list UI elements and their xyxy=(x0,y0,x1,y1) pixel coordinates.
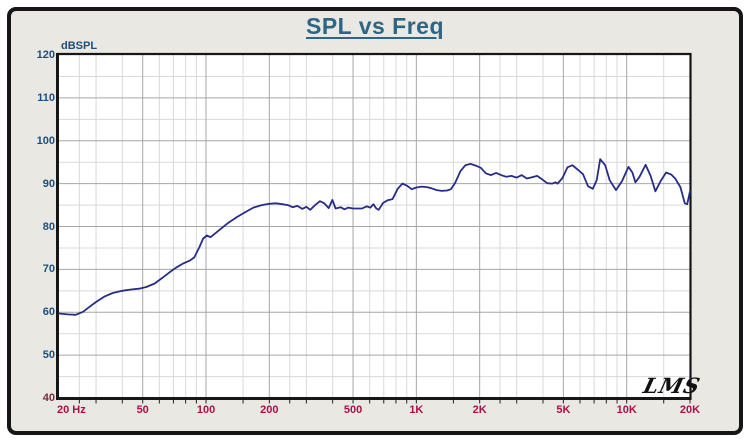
lms-logo: LMS xyxy=(640,373,704,398)
x-axis-label: 20 Hz xyxy=(57,404,86,416)
y-axis-label: 60 xyxy=(42,306,55,319)
x-axis-label: 20K xyxy=(679,404,701,416)
y-axis-label: 50 xyxy=(42,349,55,362)
y-axis-label: 40 xyxy=(42,392,55,404)
y-axis-label: 110 xyxy=(37,91,55,104)
y-axis-label: 90 xyxy=(42,177,55,190)
y-axis-label: 100 xyxy=(36,134,55,147)
y-axis-label: 80 xyxy=(42,220,55,233)
x-axis-label: 100 xyxy=(196,404,216,416)
x-axis-label: 1K xyxy=(409,404,424,416)
y-axis-label: 70 xyxy=(42,263,55,276)
x-axis-label: 2K xyxy=(472,404,487,416)
chart-title: SPL vs Freq xyxy=(305,13,445,39)
x-axis-label: 200 xyxy=(260,404,279,416)
spl-curve xyxy=(58,158,691,316)
x-axis-label: 50 xyxy=(136,404,149,416)
x-axis-label: 500 xyxy=(343,404,363,416)
x-axis-label: 5K xyxy=(556,404,571,416)
x-axis-label: 10K xyxy=(616,404,637,416)
y-axis-label: 120 xyxy=(36,49,55,61)
y-axis-unit-label: dBSPL xyxy=(61,40,98,52)
